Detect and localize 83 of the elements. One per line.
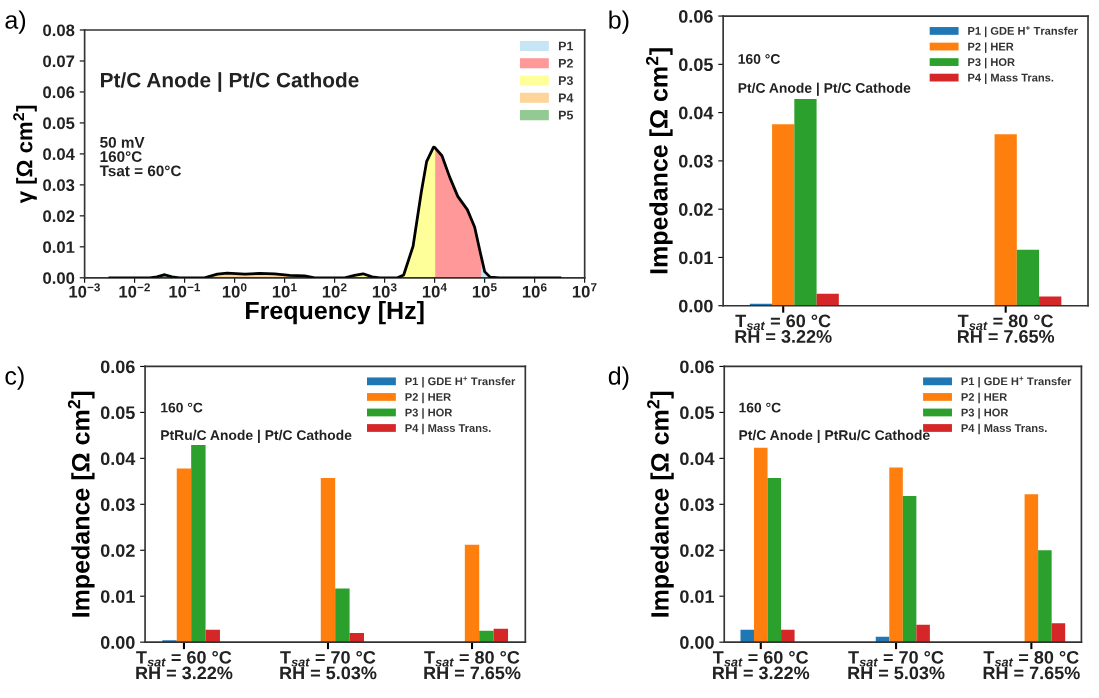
annotation: PtRu/C Anode | Pt/C Cathode bbox=[161, 429, 352, 444]
text: d) bbox=[608, 366, 629, 390]
x-tick-label: T$_{sat}$ = 70 °C RH = 5.03% bbox=[848, 650, 945, 680]
x-tick-label: 10$^{4}$ bbox=[422, 283, 447, 298]
x-tick-label: T$_{sat}$ = 80 °C RH = 7.65% bbox=[983, 650, 1080, 680]
annotation: 160 °C bbox=[161, 402, 203, 413]
legend-label: P3 | HOR bbox=[968, 57, 1015, 69]
annotation: 160 °C bbox=[738, 54, 780, 64]
legend-label: P4 | Mass Trans. bbox=[405, 423, 491, 435]
y-tick-label: 0.08 bbox=[43, 24, 75, 37]
y-tick-label: 0.00 bbox=[43, 272, 75, 285]
legend-label: P2 bbox=[558, 58, 573, 68]
y-tick-label: 0.05 bbox=[100, 406, 135, 420]
annotation: Pt/C Anode | Pt/C Cathode bbox=[738, 82, 911, 96]
y-tick-label: 0.04 bbox=[100, 452, 136, 466]
y-tick-label: 0.04 bbox=[43, 148, 75, 161]
x-tick-label: T$_{sat}$ = 80 °C RH = 7.65% bbox=[424, 650, 521, 680]
x-tick-label: 10$^{7}$ bbox=[572, 283, 597, 298]
x-tick-label: 10$^{−2}$ bbox=[119, 283, 150, 298]
y-tick-label: 0.03 bbox=[43, 179, 75, 192]
y-axis-title: γ [Ω cm$^{2}$] bbox=[13, 105, 37, 204]
y-axis-title: Impedance [Ω cm$^{2}$] bbox=[647, 391, 674, 617]
legend-label: P1 bbox=[558, 41, 574, 51]
y-tick-label: 0.03 bbox=[679, 154, 713, 168]
y-tick-label: 0.06 bbox=[100, 360, 135, 374]
x-tick-label: 10$^{2}$ bbox=[322, 283, 347, 298]
legend-label: P1 | GDE H$^{+}$ Transfer bbox=[968, 26, 1078, 38]
y-tick-label: 0.02 bbox=[43, 210, 75, 223]
annotation: Pt/C Anode | PtRu/C Cathode bbox=[739, 429, 930, 444]
legend-label: P1 | GDE H$^{+}$ Transfer bbox=[961, 376, 1072, 388]
y-tick-label: 0.06 bbox=[679, 9, 713, 23]
y-axis-title: Impedance [Ω cm$^{2}$] bbox=[67, 391, 95, 617]
text: c) bbox=[5, 366, 24, 390]
x-tick-label: T$_{sat}$ = 80 °C RH = 7.65% bbox=[957, 314, 1055, 343]
y-tick-label: 0.05 bbox=[680, 406, 715, 420]
legend-label: P1 | GDE H$^{+}$ Transfer bbox=[405, 376, 516, 388]
legend-label: P4 | Mass Trans. bbox=[961, 423, 1047, 435]
y-tick-label: 0.04 bbox=[679, 106, 714, 120]
y-tick-label: 0.01 bbox=[100, 590, 135, 603]
x-tick-label: 10$^{1}$ bbox=[272, 283, 297, 298]
y-tick-label: 0.01 bbox=[679, 251, 713, 265]
legend-label: P4 | Mass Trans. bbox=[968, 73, 1054, 84]
y-tick-label: 0.05 bbox=[679, 58, 713, 72]
x-tick-label: T$_{sat}$ = 60 °C RH = 3.22% bbox=[712, 650, 810, 680]
y-tick-label: 0.02 bbox=[679, 203, 713, 216]
y-tick-label: 0.04 bbox=[680, 452, 715, 466]
legend-label: P2 | HER bbox=[405, 392, 451, 404]
text: a) bbox=[5, 10, 26, 34]
y-tick-label: 0.01 bbox=[680, 590, 715, 603]
x-tick-label: 10$^{3}$ bbox=[372, 283, 397, 298]
y-tick-label: 0.00 bbox=[100, 636, 135, 649]
y-tick-label: 0.05 bbox=[43, 117, 75, 130]
x-tick-label: T$_{sat}$ = 60 °C RH = 3.22% bbox=[735, 314, 832, 343]
y-tick-label: 0.02 bbox=[100, 544, 135, 557]
x-axis-title: Frequency [Hz] bbox=[246, 300, 424, 325]
legend-label: P4 bbox=[558, 93, 574, 103]
legend-label: P3 | HOR bbox=[961, 408, 1009, 419]
legend-label: P3 | HOR bbox=[405, 408, 453, 419]
y-tick-label: 0.02 bbox=[680, 544, 714, 557]
x-tick-label: 10$^{0}$ bbox=[222, 283, 247, 298]
x-tick-label: T$_{sat}$ = 60 °C RH = 3.22% bbox=[136, 650, 233, 680]
annotation: Pt/C Anode | Pt/C Cathode bbox=[101, 72, 359, 92]
x-tick-label: 10$^{5}$ bbox=[472, 283, 497, 298]
y-tick-label: 0.06 bbox=[680, 360, 714, 374]
y-tick-label: 0.03 bbox=[680, 498, 714, 512]
y-tick-label: 0.01 bbox=[43, 241, 75, 254]
text: b) bbox=[609, 10, 629, 34]
y-tick-label: 0.00 bbox=[679, 299, 713, 313]
annotation: 50 mV 160°C Tsat = 60°C bbox=[99, 136, 182, 177]
x-tick-label: T$_{sat}$ = 70 °C RH = 5.03% bbox=[280, 650, 377, 680]
annotation: 160 °C bbox=[739, 402, 781, 413]
x-tick-label: 10$^{6}$ bbox=[522, 283, 547, 298]
y-tick-label: 0.00 bbox=[680, 636, 714, 649]
y-tick-label: 0.03 bbox=[100, 498, 135, 512]
y-tick-label: 0.06 bbox=[43, 86, 75, 99]
legend-label: P2 | HER bbox=[961, 392, 1007, 404]
x-tick-label: 10$^{−1}$ bbox=[169, 283, 201, 298]
legend-label: P2 | HER bbox=[968, 42, 1014, 53]
legend-label: P3 bbox=[558, 76, 573, 86]
y-tick-label: 0.07 bbox=[43, 55, 75, 68]
x-tick-label: 10$^{−3}$ bbox=[69, 283, 100, 298]
y-axis-title: Impedance [Ω cm$^{2}$] bbox=[645, 48, 673, 274]
legend-label: P5 bbox=[558, 110, 574, 120]
